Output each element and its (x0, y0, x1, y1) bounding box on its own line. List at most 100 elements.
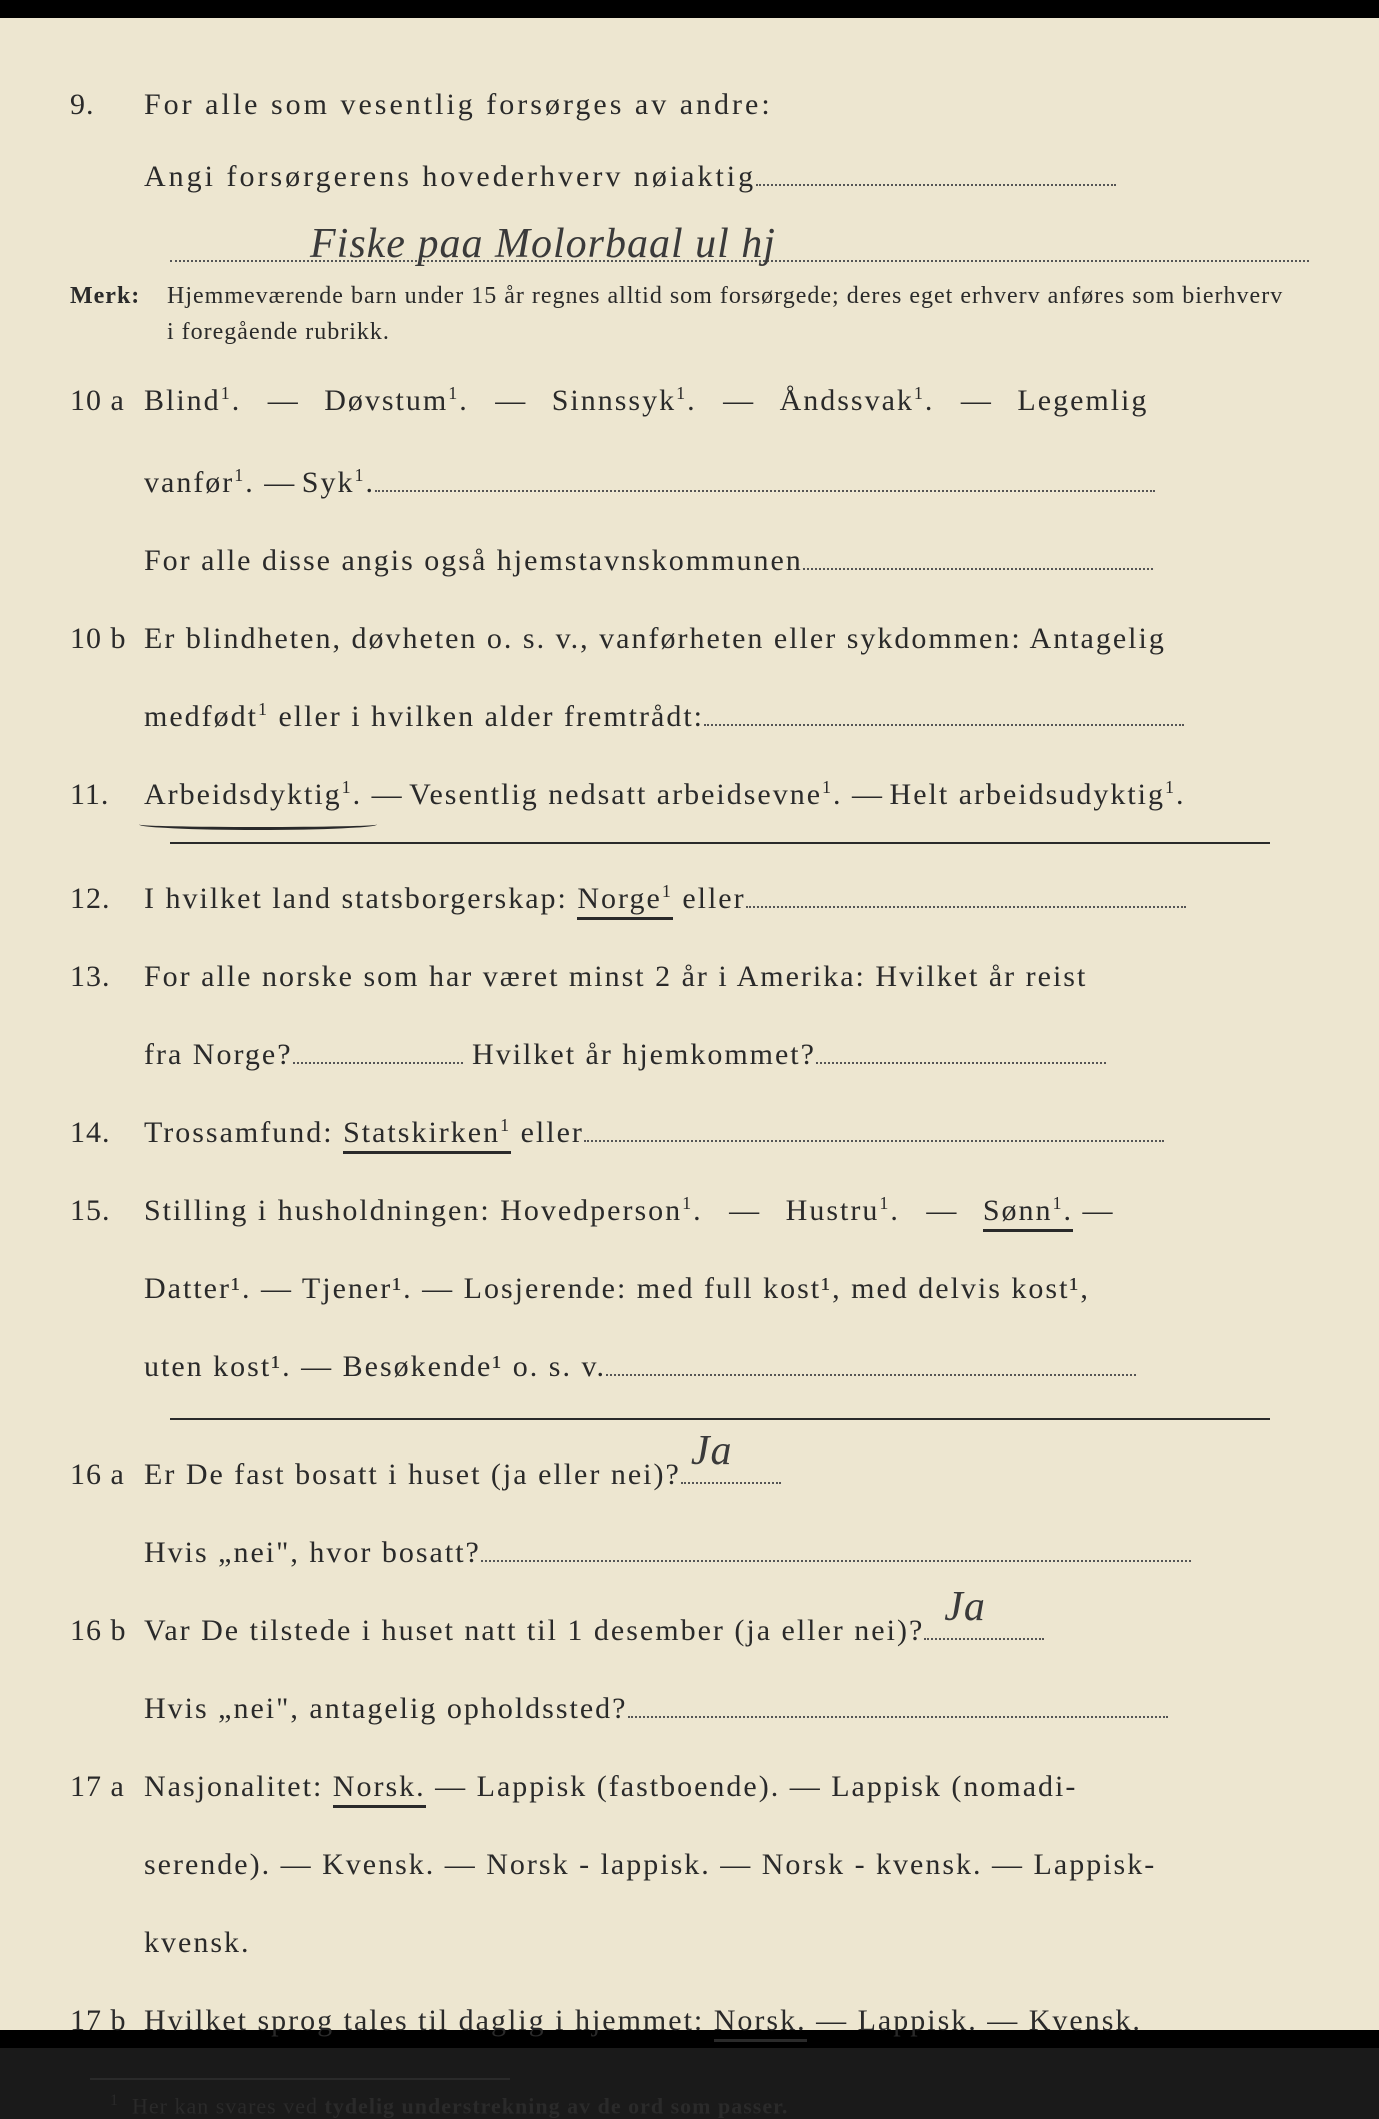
q16a-line2: Hvis „nei", hvor bosatt? (144, 1536, 481, 1569)
q10a-opt-dovstum: Døvstum (324, 384, 448, 417)
dotted-line (803, 568, 1153, 570)
dotted-line (628, 1716, 1168, 1718)
question-13-line2: fra Norge? Hvilket år hjemkommet? (70, 1028, 1309, 1082)
q14-number: 14. (70, 1106, 140, 1160)
q12-text-a: I hvilket land statsborgerskap: (144, 882, 577, 915)
q15-text-a: Stilling i husholdningen: Hovedperson (144, 1194, 682, 1227)
dotted-line (584, 1140, 1164, 1142)
question-9: 9. For alle som vesentlig forsørges av a… (70, 78, 1309, 132)
q15-number: 15. (70, 1184, 140, 1238)
q13-number: 13. (70, 950, 140, 1004)
q16a-text: Er De fast bosatt i huset (ja eller nei)… (144, 1458, 681, 1491)
question-14: 14. Trossamfund: Statskirken1 eller (70, 1106, 1309, 1160)
footnote-marker: 1 (110, 2092, 119, 2109)
q10b-number: 10 b (70, 612, 140, 666)
question-10b-line2: medfødt1 eller i hvilken alder fremtrådt… (70, 690, 1309, 744)
q9-handwritten-answer: Fiske paa Molorbaal ul hj (310, 220, 776, 268)
q10a-syk: Syk (302, 466, 355, 499)
question-17a: 17 a Nasjonalitet: Norsk. — Lappisk (fas… (70, 1760, 1309, 1814)
q17a-number: 17 a (70, 1760, 140, 1814)
q16b-number: 16 b (70, 1604, 140, 1658)
dotted-line (756, 184, 1116, 186)
q11-selected-arbeidsdyktig: Arbeidsdyktig1. (144, 768, 362, 822)
question-17a-line2: serende). — Kvensk. — Norsk - lappisk. —… (70, 1838, 1309, 1892)
question-10b: 10 b Er blindheten, døvheten o. s. v., v… (70, 612, 1309, 666)
dotted-line (375, 490, 1155, 492)
q17b-text-a: Hvilket sprog tales til daglig i hjemmet… (144, 2004, 714, 2037)
q10a-opt-andssvak: Åndssvak (780, 384, 914, 417)
question-15: 15. Stilling i husholdningen: Hovedperso… (70, 1184, 1309, 1238)
q14-text-b: eller (511, 1116, 584, 1149)
question-11: 11. Arbeidsdyktig1. — Vesentlig nedsatt … (70, 768, 1309, 822)
q15-hustru: Hustru (786, 1194, 880, 1227)
q12-text-b: eller (673, 882, 746, 915)
question-15-line3: uten kost¹. — Besøkende¹ o. s. v. (70, 1340, 1309, 1394)
q17a-selected-norsk: Norsk. (333, 1770, 426, 1808)
q10a-opt-blind: Blind (144, 384, 221, 417)
q10a-number: 10 a (70, 374, 140, 428)
merk-text: Hjemmeværende barn under 15 år regnes al… (167, 278, 1287, 350)
q11-opt2: Vesentlig nedsatt arbeidsevne (409, 778, 822, 811)
q9-handwriting-row: Fiske paa Molorbaal ul hj (170, 210, 1309, 270)
merk-label: Merk: (70, 278, 160, 314)
q10a-line3-text: For alle disse angis også hjemstavnskomm… (144, 544, 803, 577)
question-10a: 10 a Blind1. — Døvstum1. — Sinnssyk1. — … (70, 374, 1309, 428)
question-16a-line2: Hvis „nei", hvor bosatt? (70, 1526, 1309, 1580)
q9-number: 9. (70, 78, 140, 132)
question-13: 13. For alle norske som har været minst … (70, 950, 1309, 1004)
q11-number: 11. (70, 768, 140, 822)
footnote: 1 Her kan svares ved tydelig understrekn… (110, 2092, 1309, 2119)
dotted-line: Ja (924, 1638, 1044, 1640)
q15-selected-sonn: Sønn1. (983, 1194, 1073, 1232)
question-16a: 16 a Er De fast bosatt i huset (ja eller… (70, 1448, 1309, 1502)
question-10a-line3: For alle disse angis også hjemstavnskomm… (70, 534, 1309, 588)
question-9-line2: Angi forsørgerens hovederhverv nøiaktig (70, 150, 1309, 204)
dotted-line (816, 1062, 1106, 1064)
q17b-selected-norsk: Norsk. (714, 2004, 807, 2042)
q16b-handwritten-answer: Ja (944, 1570, 986, 1646)
footnote-text: Her kan svares ved tydelig understreknin… (132, 2093, 788, 2118)
question-10a-line2: vanfør1. — Syk1. (70, 456, 1309, 510)
q13-line1: For alle norske som har været minst 2 år… (144, 950, 1294, 1004)
question-17a-line3: kvensk. (70, 1916, 1309, 1970)
q10b-medfodt: medfødt (144, 700, 258, 733)
dotted-line: Ja (681, 1482, 781, 1484)
q12-selected-norge: Norge1 (577, 882, 672, 920)
question-15-line2: Datter¹. — Tjener¹. — Losjerende: med fu… (70, 1262, 1309, 1316)
q15-line2: Datter¹. — Tjener¹. — Losjerende: med fu… (144, 1262, 1294, 1316)
q9-line2-text: Angi forsørgerens hovederhverv nøiaktig (144, 160, 756, 193)
question-12: 12. I hvilket land statsborgerskap: Norg… (70, 872, 1309, 926)
q12-number: 12. (70, 872, 140, 926)
q17a-text-a: Nasjonalitet: (144, 1770, 333, 1803)
q17b-text-b: — Lappisk. — Kvensk. (807, 2004, 1142, 2037)
q14-selected-statskirken: Statskirken1 (343, 1116, 511, 1154)
question-17b: 17 b Hvilket sprog tales til daglig i hj… (70, 1994, 1309, 2048)
document-page: 9. For alle som vesentlig forsørges av a… (0, 0, 1379, 2048)
q14-text-a: Trossamfund: (144, 1116, 343, 1149)
dotted-line (606, 1374, 1136, 1376)
q10b-line2b: eller i hvilken alder fremtrådt: (269, 700, 704, 733)
question-16b-line2: Hvis „nei", antagelig opholdssted? (70, 1682, 1309, 1736)
merk-note: Merk: Hjemmeværende barn under 15 år reg… (70, 278, 1309, 350)
q10b-line1: Er blindheten, døvheten o. s. v., vanfør… (144, 612, 1294, 666)
q17a-line2: serende). — Kvensk. — Norsk - lappisk. —… (144, 1838, 1294, 1892)
q16a-handwritten-answer: Ja (691, 1414, 733, 1490)
q13-line2a: fra Norge? (144, 1038, 293, 1071)
dotted-line (481, 1560, 1191, 1562)
q11-opt3: Helt arbeidsudyktig (890, 778, 1165, 811)
q15-line3a: uten kost¹. — Besøkende¹ o. s. v. (144, 1350, 606, 1383)
q16b-text: Var De tilstede i huset natt til 1 desem… (144, 1614, 924, 1647)
q16b-line2: Hvis „nei", antagelig opholdssted? (144, 1692, 628, 1725)
q17b-number: 17 b (70, 1994, 140, 2048)
q10a-opt-legemlig: Legemlig (1017, 384, 1148, 417)
q16a-number: 16 a (70, 1448, 140, 1502)
q9-line1: For alle som vesentlig forsørges av andr… (144, 78, 1294, 132)
dotted-line (704, 724, 1184, 726)
q17a-line3: kvensk. (144, 1916, 1294, 1970)
footnote-rule (90, 2078, 510, 2080)
q13-line2b: Hvilket år hjemkommet? (463, 1038, 816, 1071)
q17a-text-b: — Lappisk (fastboende). — Lappisk (nomad… (426, 1770, 1078, 1803)
dotted-line (293, 1062, 463, 1064)
q10a-opt-sinnssyk: Sinnssyk (552, 384, 676, 417)
q10a-vanfor: vanfør (144, 466, 234, 499)
